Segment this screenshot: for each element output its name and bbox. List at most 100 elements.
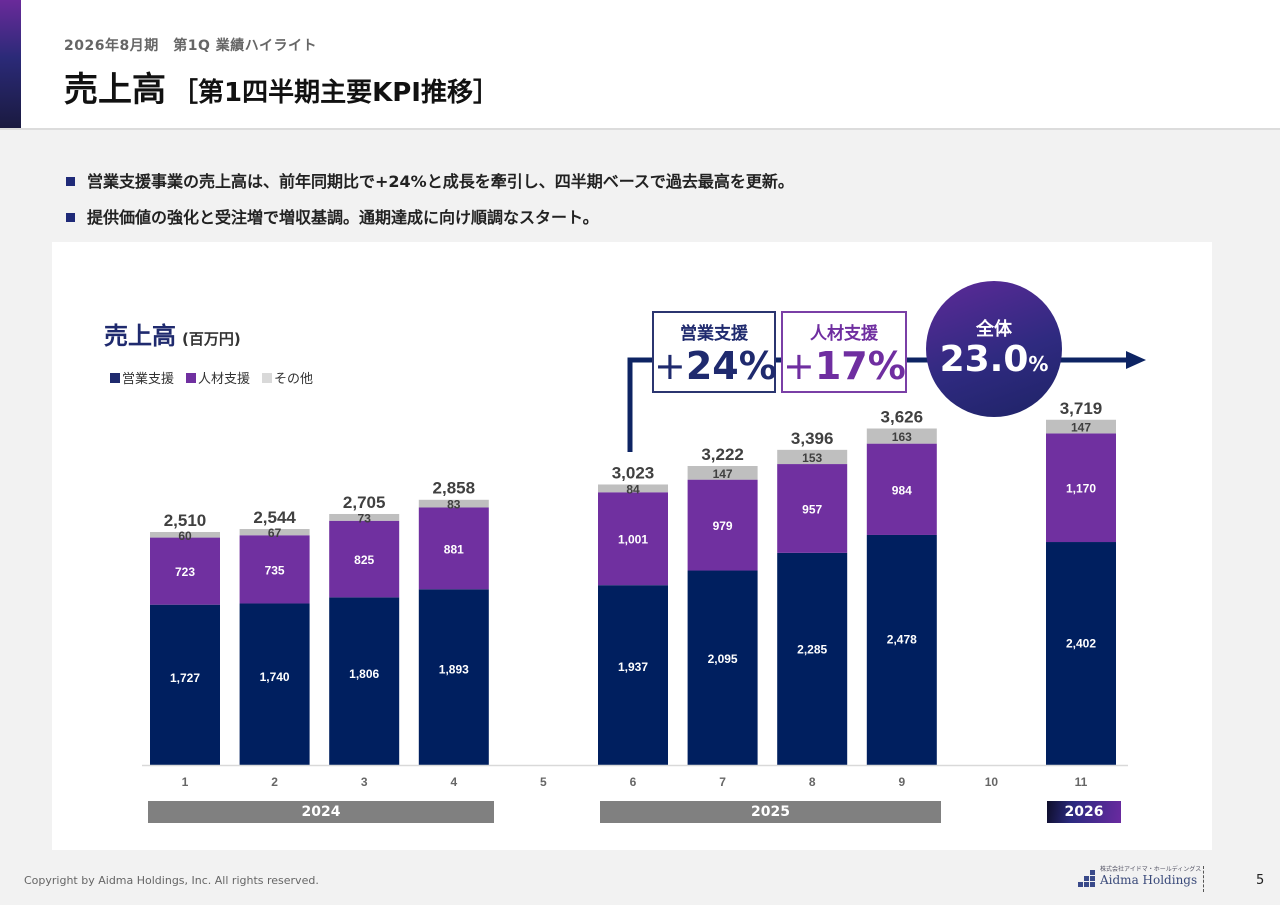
bar-value-label-other: 83 (447, 498, 461, 512)
legend-item-other: その他 (262, 368, 313, 387)
bar-segment-sales (777, 552, 848, 765)
bar-segment-other (598, 484, 668, 493)
bar-total-label: 2,544 (253, 508, 296, 527)
bar-segment-sales (329, 597, 400, 765)
legend-swatch-hr (186, 372, 197, 383)
bullet-item: 提供価値の強化と受注増で増収基調。通期達成に向け順調なスタート。 (66, 198, 794, 234)
year-band-2025: 2025 (600, 801, 941, 823)
bar-value-label-hr: 723 (175, 565, 195, 579)
bar-value-label-sales: 1,727 (170, 671, 200, 685)
bar-labels: 1,727 723 602,510 1,740 735 672,544 1,806 825 73… (164, 399, 1103, 685)
bar-value-label-sales: 2,285 (797, 642, 827, 656)
bullet-square-icon (66, 212, 75, 222)
page-title-main: 売上高 (64, 70, 166, 110)
bar-value-label-hr: 881 (444, 542, 464, 556)
bar-value-label-hr: 984 (892, 483, 912, 497)
logo-blocks-icon (1078, 870, 1096, 887)
bar-total-label: 3,222 (701, 445, 744, 464)
x-tick-label: 4 (450, 775, 457, 789)
bar-value-label-other: 163 (892, 430, 912, 444)
bar-value-label-hr: 1,001 (618, 533, 648, 547)
legend-item-sales: 営業支援 (110, 368, 174, 387)
kpi-total-growth: 全体 23.0% (926, 281, 1062, 417)
bar-total-label: 2,858 (433, 479, 476, 498)
kpi-plus: + (654, 344, 686, 388)
kpi-number: 23.0 (939, 339, 1029, 380)
year-band-2026: 2026 (1047, 801, 1121, 823)
bar-segment-other (329, 513, 400, 521)
bar-value-label-other: 147 (713, 467, 733, 481)
kpi-value: 23.0% (926, 341, 1062, 383)
logo-en: Aidma Holdings (1100, 873, 1198, 887)
bar-total-label: 2,705 (343, 493, 386, 512)
bar-segment-hr (150, 537, 220, 605)
bar-segment-sales (1046, 542, 1116, 765)
bar-segment-other (418, 499, 489, 508)
kpi-label: 営業支援 (680, 324, 748, 344)
x-tick-label: 11 (1075, 775, 1088, 789)
x-tick-label: 7 (719, 775, 726, 789)
x-tick-label: 10 (985, 775, 999, 789)
kpi-sales-growth: 営業支援 +24% (652, 311, 777, 393)
bar-total-label: 3,719 (1060, 399, 1103, 418)
x-tick-label: 8 (809, 775, 816, 789)
x-axis: 1 2 3 4 5 6 7 8 9 10 11 (142, 764, 1128, 789)
bar-segment-hr (687, 479, 758, 571)
bullet-square-icon (66, 176, 75, 186)
logo-jp: 株式会社アイドマ・ホールディングス (1100, 866, 1202, 873)
bar-total-label: 2,510 (164, 511, 207, 530)
legend-swatch-other (262, 372, 273, 383)
x-tick-label: 2 (271, 775, 278, 789)
bar-value-label-other: 67 (268, 526, 282, 540)
kpi-unit: % (1028, 352, 1049, 376)
header: 2026年8月期 第1Q 業績ハイライト 売上高 ［第1四半期主要KPI推移］ (0, 0, 1280, 130)
bar-segment-sales (687, 570, 758, 765)
chart-legend: 営業支援 人材支援 その他 (110, 368, 325, 387)
page-title: 売上高 ［第1四半期主要KPI推移］ (64, 62, 499, 111)
bar-total-label: 3,626 (881, 407, 924, 426)
bar-segment-other (777, 449, 848, 465)
bar-total-label: 3,396 (791, 429, 834, 448)
kpi-plus: + (783, 344, 815, 388)
x-tick-label: 6 (630, 775, 637, 789)
bar-value-label-sales: 1,937 (618, 660, 648, 674)
chart-unit: (百万円) (182, 330, 241, 348)
bar-segment-sales (866, 534, 937, 765)
bar-value-label-sales: 1,806 (349, 667, 379, 681)
chart-title: 売上高 (百万円) (104, 316, 241, 351)
kpi-number: 17% (814, 344, 906, 388)
kpi-value: +17% (783, 344, 906, 388)
bar-segment-sales (418, 589, 489, 765)
bar-segment-hr (777, 464, 848, 553)
bullet-text: 提供価値の強化と受注増で増収基調。通期達成に向け順調なスタート。 (87, 208, 599, 227)
bar-value-label-sales: 2,402 (1066, 636, 1096, 650)
bar-value-label-sales: 2,478 (887, 632, 917, 646)
bar-value-label-other: 84 (626, 482, 640, 496)
kpi-label: 人材支援 (810, 324, 878, 344)
page-subtitle: 2026年8月期 第1Q 業績ハイライト (64, 38, 317, 54)
bar-segment-other (687, 465, 758, 480)
bar-value-label-sales: 1,740 (260, 670, 290, 684)
kpi-label: 全体 (976, 319, 1012, 340)
bar-segment-hr (239, 535, 310, 604)
legend-label: 人材支援 (198, 372, 251, 387)
bar-value-label-other: 147 (1071, 421, 1091, 435)
bullet-text: 営業支援事業の売上高は、前年同期比で+24%と成長を牽引し、四半期ベースで過去最… (87, 172, 794, 191)
x-tick-label: 1 (182, 775, 189, 789)
kpi-hr-growth: 人材支援 +17% (781, 311, 907, 393)
legend-label: その他 (274, 372, 314, 387)
kpi-number: 24% (685, 344, 777, 388)
x-tick-label: 9 (898, 775, 905, 789)
arrow-head-icon (1126, 351, 1146, 369)
legend-label: 営業支援 (122, 372, 175, 387)
bar-segment-other (150, 532, 220, 538)
chart-title-text: 売上高 (104, 322, 176, 350)
x-tick-label: 3 (361, 775, 368, 789)
bar-segment-other (866, 428, 937, 444)
bar-total-label: 3,023 (612, 463, 655, 482)
bullet-list: 営業支援事業の売上高は、前年同期比で+24%と成長を牽引し、四半期ベースで過去最… (66, 162, 794, 234)
bar-segment-sales (239, 603, 310, 765)
x-tick-label: 5 (540, 775, 547, 789)
bar-segment-sales (150, 604, 220, 765)
